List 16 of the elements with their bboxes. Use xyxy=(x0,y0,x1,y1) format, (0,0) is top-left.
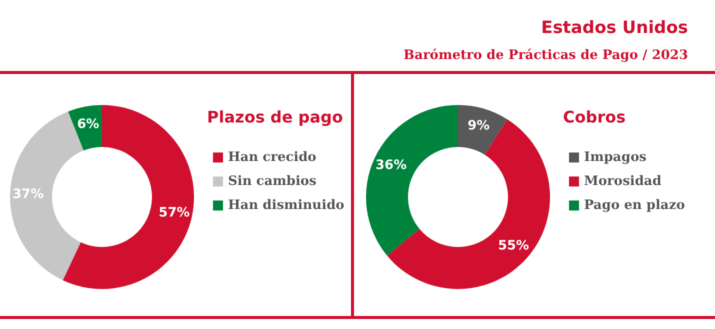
data-label: 6% xyxy=(77,116,100,132)
legend-label: Sin cambios xyxy=(228,174,316,189)
text: Barómetro de Prácticas de Pago / 2023 xyxy=(404,48,688,63)
legend-label: Impagos xyxy=(584,150,646,165)
legend-label: Han crecido xyxy=(228,150,317,165)
data-label: 36% xyxy=(375,158,407,173)
legend-label: Han disminuido xyxy=(228,198,345,213)
chart-title: Plazos de pago xyxy=(207,108,343,126)
data-label: 57% xyxy=(158,206,190,221)
data-label: 37% xyxy=(12,187,44,202)
legend-label: Morosidad xyxy=(584,174,662,189)
data-label: 55% xyxy=(498,238,530,254)
legend-label: Pago en plazo xyxy=(584,198,686,213)
text: Estados Unidos xyxy=(541,18,688,38)
data-label: 9% xyxy=(468,118,490,134)
chart-title: Cobros xyxy=(563,108,626,126)
